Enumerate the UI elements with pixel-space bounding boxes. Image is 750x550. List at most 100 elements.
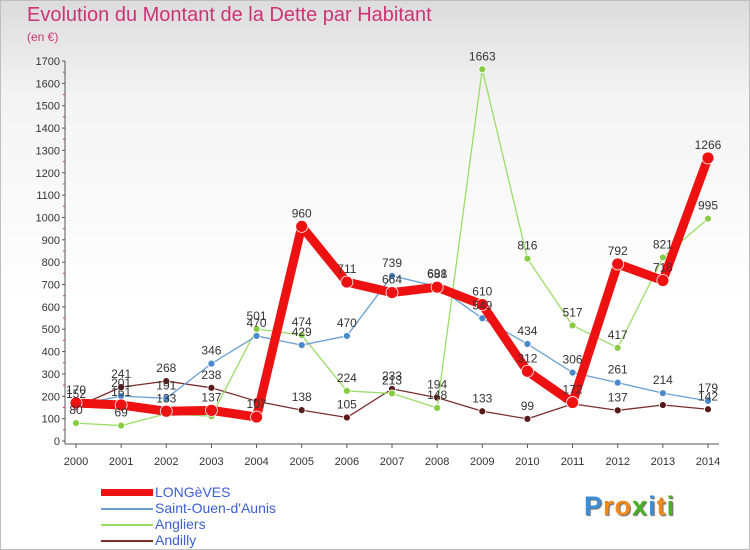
x-tick-label: 2000 [64, 456, 88, 468]
y-tick-label: 0 [54, 436, 60, 448]
y-tick-label: 1100 [36, 190, 60, 202]
data-point [159, 404, 173, 418]
data-label: 194 [427, 378, 447, 392]
y-tick-label: 600 [42, 302, 60, 314]
data-point [658, 401, 667, 409]
data-point [523, 254, 532, 263]
series-layer [69, 65, 715, 430]
data-label: 142 [698, 389, 718, 403]
data-label: 69 [114, 406, 128, 420]
brand-logo: Proxiti [584, 491, 675, 522]
data-point [342, 332, 351, 340]
brand-letter: i [666, 491, 676, 521]
data-point [523, 414, 532, 423]
data-label: 261 [608, 363, 628, 377]
x-tick-label: 2006 [335, 456, 359, 468]
x-tick-label: 2013 [651, 456, 675, 468]
data-label: 170 [66, 383, 86, 397]
data-label: 80 [69, 403, 83, 417]
y-tick-label: 400 [42, 347, 60, 359]
x-tick-label: 2005 [289, 456, 313, 468]
x-tick-label: 2011 [561, 456, 585, 468]
data-point [478, 407, 487, 416]
data-point [207, 383, 216, 392]
data-label: 429 [292, 325, 312, 339]
x-tick-label: 2010 [515, 456, 539, 468]
data-label: 691 [427, 267, 447, 281]
data-label: 201 [111, 376, 131, 390]
data-label: 792 [608, 244, 628, 258]
x-tick-label: 2002 [154, 456, 178, 468]
data-point [433, 404, 442, 412]
legend-swatch [101, 524, 153, 526]
data-label: 99 [521, 399, 535, 413]
brand-letter: x [632, 491, 649, 521]
y-tick-label: 1600 [36, 78, 60, 90]
data-point [72, 419, 80, 428]
brand-letter: r [603, 491, 615, 521]
axes: 0 100 200 300 400 500 600 700 800 900 1000 1100 1200… [36, 56, 721, 468]
data-label: 664 [382, 273, 402, 287]
data-label: 346 [201, 344, 221, 358]
data-point [704, 214, 712, 223]
data-label: 268 [156, 361, 176, 375]
data-point [523, 340, 532, 348]
data-label: 549 [472, 298, 492, 312]
y-tick-label: 900 [42, 235, 60, 247]
data-label: 179 [698, 381, 718, 395]
brand-letter: t [656, 491, 667, 521]
data-label: 501 [247, 309, 267, 323]
data-label: 816 [517, 239, 537, 253]
data-point [388, 271, 396, 280]
data-point [478, 314, 487, 323]
data-point [611, 257, 625, 271]
x-tick-label: 2009 [470, 456, 494, 468]
data-label: 434 [517, 324, 537, 338]
data-point [162, 394, 171, 403]
x-tick-label: 2008 [425, 456, 449, 468]
legend-label: Andilly [155, 532, 197, 548]
y-tick-label: 700 [42, 280, 60, 292]
data-point [704, 397, 712, 405]
y-tick-label: 1200 [36, 168, 60, 180]
data-point [114, 398, 128, 412]
data-point [658, 253, 667, 262]
data-point [613, 406, 622, 415]
data-point [205, 403, 218, 417]
y-tick-label: 1500 [36, 101, 60, 113]
data-label: 688 [427, 267, 447, 281]
data-point [701, 151, 715, 165]
data-label: 1266 [695, 138, 722, 152]
y-tick-label: 200 [42, 391, 60, 403]
brand-letter: P [584, 491, 604, 521]
y-tick-label: 800 [42, 257, 60, 269]
data-label: 148 [427, 388, 447, 402]
legend-label: Angliers [155, 516, 206, 532]
x-tick-label: 2014 [696, 456, 720, 468]
data-label: 172 [563, 383, 583, 397]
data-label: 306 [563, 353, 583, 367]
y-tick-label: 1300 [36, 145, 60, 157]
data-point [521, 364, 534, 378]
data-point [568, 321, 577, 330]
data-labels-layer: 170 161 133 137 107 960 711 664 688 610 312 172 792 7… [66, 49, 722, 419]
data-point [342, 413, 351, 422]
y-tick-label: 1700 [36, 56, 60, 68]
data-label: 138 [292, 390, 312, 404]
legend-label: Saint-Ouen-d'Aunis [155, 500, 276, 516]
data-label: 191 [156, 378, 176, 392]
data-point [704, 405, 712, 414]
data-point [388, 389, 396, 398]
data-point [297, 406, 306, 415]
data-point [69, 396, 83, 410]
data-point [252, 332, 261, 340]
legend-label: LONGèVES [155, 484, 231, 500]
data-point [297, 341, 306, 350]
data-point [656, 274, 670, 287]
brand-letter: i [648, 491, 657, 521]
data-point [207, 359, 216, 368]
data-label: 133 [472, 391, 492, 405]
data-label: 233 [382, 369, 402, 383]
data-label: 739 [382, 256, 402, 270]
